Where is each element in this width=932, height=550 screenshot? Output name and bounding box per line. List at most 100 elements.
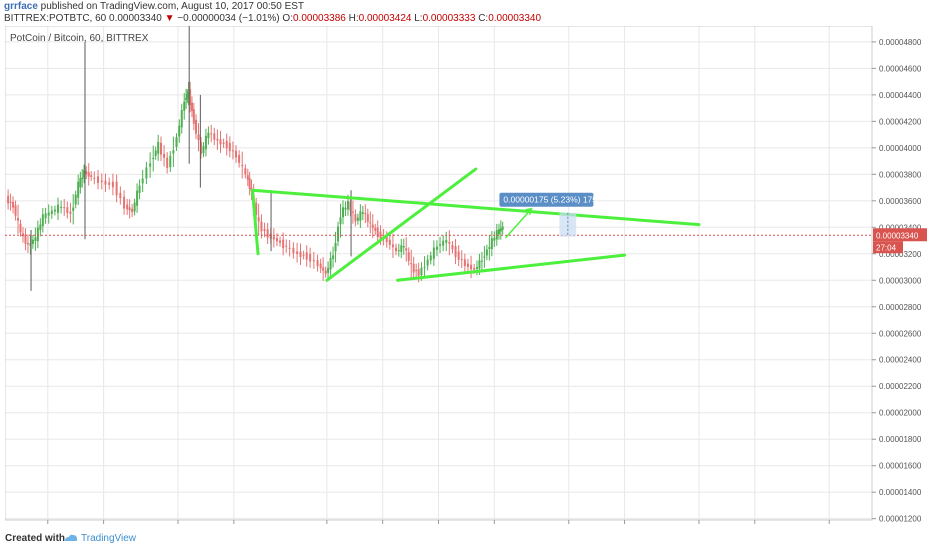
triangle-left-edge <box>250 188 260 256</box>
candle-body <box>39 224 42 231</box>
candle-body <box>97 176 100 183</box>
candle-body <box>31 239 34 244</box>
candle-body <box>493 237 496 241</box>
candle-body <box>275 237 278 242</box>
candle-body <box>202 146 205 154</box>
candle-body <box>442 240 445 246</box>
candle-body <box>478 260 481 269</box>
candle-body <box>90 175 93 177</box>
candle-body <box>309 254 312 262</box>
candle-body <box>47 212 50 216</box>
candle-body <box>241 164 244 166</box>
candle-body <box>463 259 466 266</box>
candle-body <box>263 228 266 231</box>
candle-body <box>111 181 114 188</box>
candle-body <box>257 217 260 222</box>
candle-body <box>339 217 342 225</box>
candle-body <box>337 226 340 242</box>
candle-body <box>172 150 175 154</box>
y-tick-label: 0.00004400 <box>879 91 922 100</box>
candle-body <box>272 236 275 240</box>
candle-body <box>488 247 491 250</box>
tradingview-logo[interactable]: TradingView <box>64 533 136 544</box>
candle-body <box>166 157 169 168</box>
candle-body <box>228 142 231 152</box>
candle-body <box>429 255 432 261</box>
triangle-upper-line <box>250 188 701 227</box>
candle-body <box>131 208 134 213</box>
candle-body <box>400 245 403 252</box>
candle-body <box>63 207 66 209</box>
candle-body <box>123 196 126 209</box>
candle-body <box>50 210 53 214</box>
candle-body <box>285 245 288 247</box>
publish-header: grrface published on TradingView.com, Au… <box>0 0 932 26</box>
candle-body <box>445 239 448 243</box>
candle-body <box>324 270 327 274</box>
candle-body <box>490 238 493 250</box>
candle-body <box>473 267 476 270</box>
candle-body <box>397 250 400 252</box>
candle-body <box>36 227 39 242</box>
candle-body <box>235 150 238 158</box>
published-text: published on TradingView.com, August 10,… <box>37 1 305 12</box>
triangle-lower-line <box>396 253 627 282</box>
candle-body <box>72 207 75 211</box>
candle-body <box>60 206 63 208</box>
y-tick-label: 0.00004000 <box>879 144 922 153</box>
close-value: 0.00003340 <box>488 13 542 24</box>
candle-body <box>145 167 148 179</box>
candle-body <box>296 251 299 254</box>
candle-body <box>53 209 56 212</box>
candle-body <box>128 207 131 211</box>
last-price-label: 0.00003340 <box>876 231 919 240</box>
candle-body <box>19 223 22 233</box>
tradingview-brand: TradingView <box>81 533 137 544</box>
candle-body <box>354 214 357 222</box>
candle-body <box>175 137 178 147</box>
candle-body <box>376 227 379 238</box>
candle-body <box>334 242 337 252</box>
candle-body <box>14 205 17 216</box>
candle-body <box>141 178 144 184</box>
footer: Created with TradingView <box>0 526 932 550</box>
candle-body <box>454 246 457 257</box>
candle-body <box>79 178 82 188</box>
y-tick-label: 0.00003000 <box>879 276 922 285</box>
candle-body <box>24 234 27 244</box>
candle-body <box>302 254 305 256</box>
candle-body <box>26 243 29 245</box>
candle-body <box>133 202 136 212</box>
publish-info: grrface published on TradingView.com, Au… <box>4 1 304 13</box>
candle-body <box>199 141 202 154</box>
y-tick-label: 0.00001200 <box>879 515 922 524</box>
candle-body <box>255 202 258 215</box>
candle-body <box>85 170 88 175</box>
candle-body <box>379 231 382 239</box>
candle-body <box>87 172 90 177</box>
candle-body <box>366 214 369 222</box>
candle-body <box>423 266 426 268</box>
chart-area[interactable]: PotCoin / Bitcoin, 60, BITTREX 0.0000017… <box>4 25 927 534</box>
candle-body <box>332 255 335 259</box>
candle-body <box>266 229 269 238</box>
candle-body <box>248 178 251 190</box>
candle-body <box>17 218 20 221</box>
candle-body <box>448 241 451 244</box>
rising-support-line <box>325 167 478 282</box>
candle-body <box>169 155 172 168</box>
close-label: C: <box>478 13 489 24</box>
candle-body <box>415 270 418 272</box>
candle-body <box>351 211 354 213</box>
candle-body <box>391 244 394 248</box>
author-link[interactable]: grrface <box>4 1 38 12</box>
candle-body <box>475 266 478 269</box>
candle-body <box>395 247 398 252</box>
chart-title: PotCoin / Bitcoin, 60, BITTREX <box>10 33 149 44</box>
candle-body <box>163 153 166 158</box>
candle-body <box>186 94 189 99</box>
price-chart[interactable]: PotCoin / Bitcoin, 60, BITTREX 0.0000017… <box>4 25 927 534</box>
candle-body <box>388 239 391 245</box>
candle-body <box>216 138 219 141</box>
projection-arrow <box>504 208 533 239</box>
